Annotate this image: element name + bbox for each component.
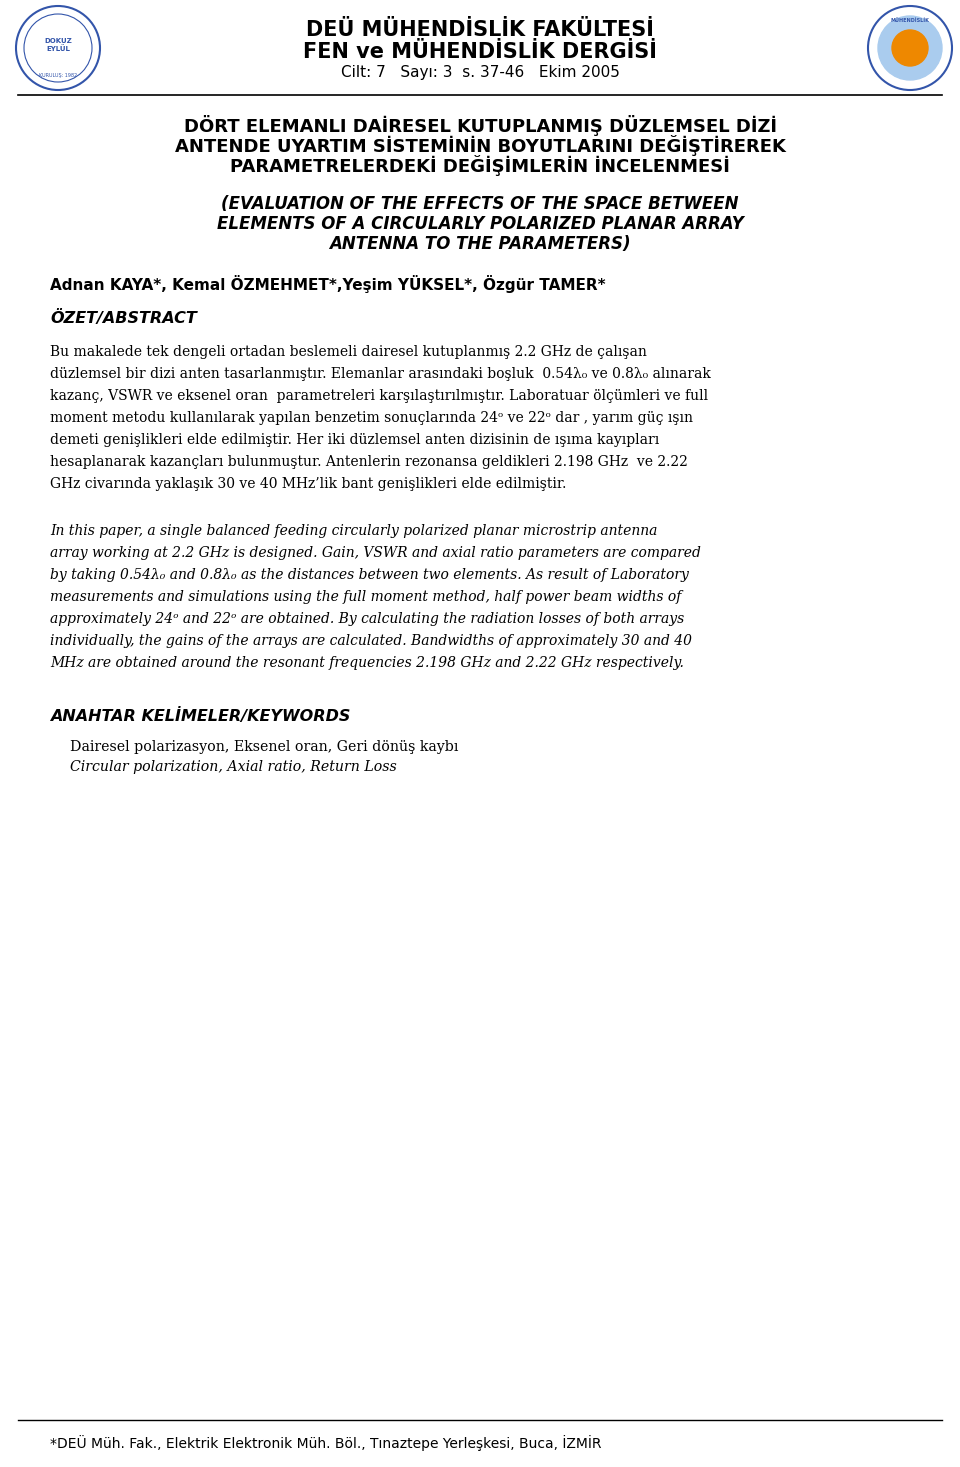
Text: hesaplanarak kazançları bulunmuştur. Antenlerin rezonansa geldikleri 2.198 GHz  : hesaplanarak kazançları bulunmuştur. Ant…	[50, 455, 688, 469]
Text: ANTENNA TO THE PARAMETERS): ANTENNA TO THE PARAMETERS)	[329, 235, 631, 252]
Circle shape	[878, 16, 942, 81]
Text: Dairesel polarizasyon, Eksenel oran, Geri dönüş kaybı: Dairesel polarizasyon, Eksenel oran, Ger…	[70, 739, 458, 754]
Text: Bu makalede tek dengeli ortadan beslemeli dairesel kutuplanmış 2.2 GHz de çalışa: Bu makalede tek dengeli ortadan beslemel…	[50, 345, 647, 359]
Text: array working at 2.2 GHz is designed. Gain, VSWR and axial ratio parameters are : array working at 2.2 GHz is designed. Ga…	[50, 546, 701, 560]
Text: moment metodu kullanılarak yapılan benzetim sonuçlarında 24ᵒ ve 22ᵒ dar , yarım : moment metodu kullanılarak yapılan benze…	[50, 411, 693, 425]
Text: Adnan KAYA*, Kemal ÖZMEHMET*,Yeşim YÜKSEL*, Özgür TAMER*: Adnan KAYA*, Kemal ÖZMEHMET*,Yeşim YÜKSE…	[50, 274, 606, 293]
Text: *DEÜ Müh. Fak., Elektrik Elektronik Müh. Böl., Tınaztepe Yerleşkesi, Buca, İZMİR: *DEÜ Müh. Fak., Elektrik Elektronik Müh.…	[50, 1435, 602, 1451]
Text: by taking 0.54λ₀ and 0.8λ₀ as the distances between two elements. As result of L: by taking 0.54λ₀ and 0.8λ₀ as the distan…	[50, 568, 689, 582]
Text: KURULUŞ: 1982: KURULUŞ: 1982	[39, 72, 77, 78]
Text: ANAHTAR KELİMELER/KEYWORDS: ANAHTAR KELİMELER/KEYWORDS	[50, 709, 350, 725]
Text: demeti genişlikleri elde edilmiştir. Her iki düzlemsel anten dizisinin de ışıma : demeti genişlikleri elde edilmiştir. Her…	[50, 433, 660, 447]
Text: kazanç, VSWR ve eksenel oran  parametreleri karşılaştırılmıştır. Laboratuar ölçü: kazanç, VSWR ve eksenel oran parametrele…	[50, 389, 708, 403]
Text: düzlemsel bir dizi anten tasarlanmıştır. Elemanlar arasındaki boşluk  0.54λ₀ ve : düzlemsel bir dizi anten tasarlanmıştır.…	[50, 367, 710, 381]
Text: DÖRT ELEMANLI DAİRESEL KUTUPLANMIŞ DÜZLEMSEL DİZİ: DÖRT ELEMANLI DAİRESEL KUTUPLANMIŞ DÜZLE…	[183, 114, 777, 136]
Text: Circular polarization, Axial ratio, Return Loss: Circular polarization, Axial ratio, Retu…	[70, 760, 396, 775]
Text: DEÜ MÜHENDİSLİK FAKÜLTESİ: DEÜ MÜHENDİSLİK FAKÜLTESİ	[306, 21, 654, 40]
Text: Cilt: 7   Sayı: 3  s. 37-46   Ekim 2005: Cilt: 7 Sayı: 3 s. 37-46 Ekim 2005	[341, 65, 619, 81]
Text: ELEMENTS OF A CIRCULARLY POLARIZED PLANAR ARRAY: ELEMENTS OF A CIRCULARLY POLARIZED PLANA…	[217, 216, 743, 233]
Text: individually, the gains of the arrays are calculated. Bandwidths of approximatel: individually, the gains of the arrays ar…	[50, 634, 692, 648]
Text: DOKUZ
EYLÜL: DOKUZ EYLÜL	[44, 38, 72, 51]
Text: MHz are obtained around the resonant frequencies 2.198 GHz and 2.22 GHz respecti: MHz are obtained around the resonant fre…	[50, 656, 684, 670]
Text: In this paper, a single balanced feeding circularly polarized planar microstrip : In this paper, a single balanced feeding…	[50, 524, 658, 538]
Text: GHz civarında yaklaşık 30 ve 40 MHz’lik bant genişlikleri elde edilmiştir.: GHz civarında yaklaşık 30 ve 40 MHz’lik …	[50, 477, 566, 491]
Text: MÜHENDİSLİK: MÜHENDİSLİK	[891, 18, 929, 22]
Text: PARAMETRELERDEKİ DEĞİŞİMLERİN İNCELENMESİ: PARAMETRELERDEKİ DEĞİŞİMLERİN İNCELENMES…	[230, 156, 730, 176]
Text: approximately 24ᵒ and 22ᵒ are obtained. By calculating the radiation losses of b: approximately 24ᵒ and 22ᵒ are obtained. …	[50, 612, 684, 626]
Circle shape	[892, 29, 928, 66]
Text: measurements and simulations using the full moment method, half power beam width: measurements and simulations using the f…	[50, 590, 682, 604]
Text: FEN ve MÜHENDİSLİK DERGİSİ: FEN ve MÜHENDİSLİK DERGİSİ	[303, 43, 657, 62]
Text: ANTENDE UYARTIM SİSTEMİNİN BOYUTLARINI DEĞİŞTİREREK: ANTENDE UYARTIM SİSTEMİNİN BOYUTLARINI D…	[175, 135, 785, 156]
Text: ÖZET/ABSTRACT: ÖZET/ABSTRACT	[50, 310, 197, 326]
Text: (EVALUATION OF THE EFFECTS OF THE SPACE BETWEEN: (EVALUATION OF THE EFFECTS OF THE SPACE …	[221, 195, 739, 213]
